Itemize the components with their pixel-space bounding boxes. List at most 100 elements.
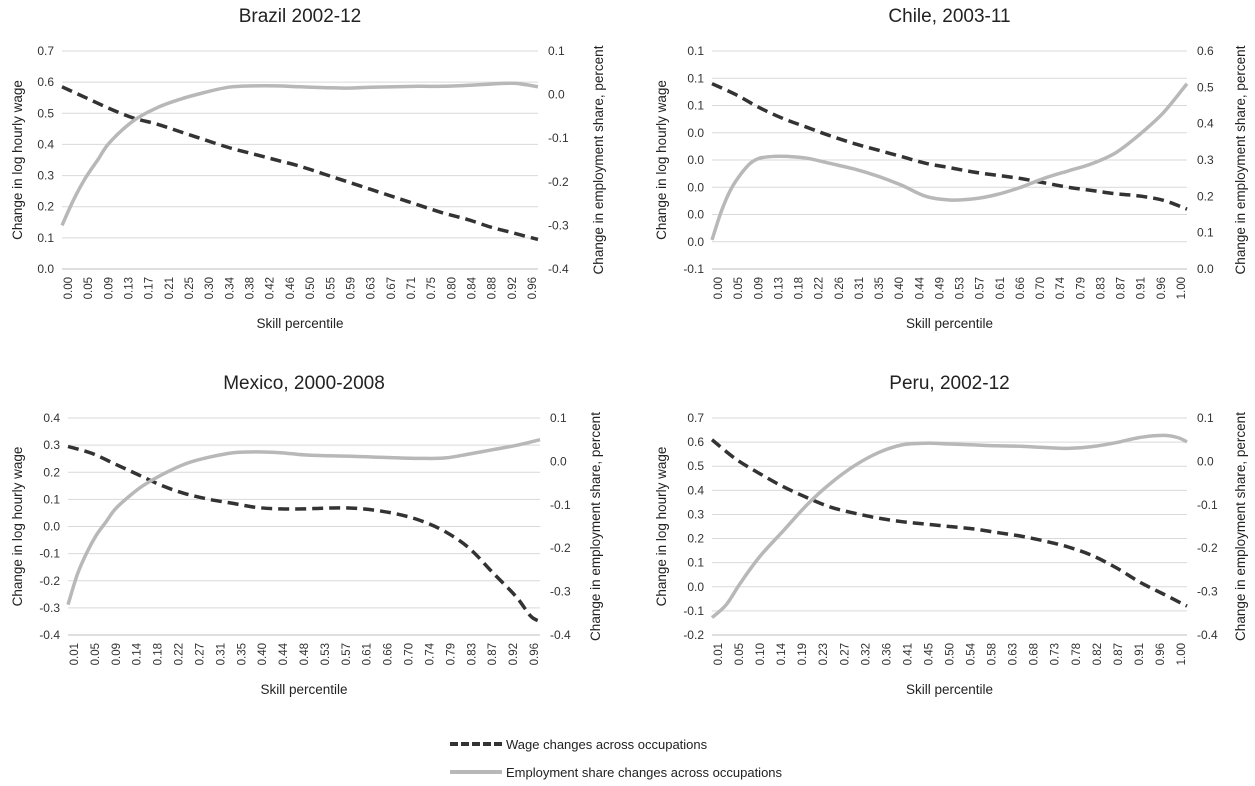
series-line-wage xyxy=(61,85,539,242)
x-tick-label: 0.71 xyxy=(406,277,418,299)
x-tick-label: 0.44 xyxy=(914,276,926,299)
x-tick-label: 0.14 xyxy=(132,642,144,665)
x-tick-label: 0.38 xyxy=(245,277,257,299)
x-tick-label: 0.44 xyxy=(278,642,290,665)
x-tick-label: 0.18 xyxy=(794,277,806,299)
x-tick-label: 0.87 xyxy=(487,643,499,665)
x-tick-label: 0.74 xyxy=(425,642,437,665)
y-tick-label: 0.0 xyxy=(687,180,704,194)
x-tick-label: 0.55 xyxy=(325,277,337,299)
x-tick-label: 0.35 xyxy=(236,643,248,665)
y2-tick-label: 0.1 xyxy=(1197,411,1214,425)
x-tick-label: 0.22 xyxy=(174,643,186,665)
x-tick-label: 0.41 xyxy=(902,643,914,665)
y2-tick-label: 0.0 xyxy=(548,88,565,102)
y-tick-label: 0.3 xyxy=(687,507,704,521)
y-tick-label: 0.2 xyxy=(37,200,54,214)
x-tick-label: 0.63 xyxy=(366,277,378,299)
series-line-employment xyxy=(710,433,1188,619)
y-tick-label: 0.2 xyxy=(43,465,60,479)
y2-tick-label: 0.4 xyxy=(1197,117,1214,131)
x-axis-label: Skill percentile xyxy=(260,682,347,697)
x-tick-label: 0.91 xyxy=(1134,643,1146,665)
y-tick-label: 0.0 xyxy=(37,262,54,276)
x-tick-label: 0.96 xyxy=(527,277,539,299)
y2-tick-label: -0.2 xyxy=(1197,541,1218,555)
x-tick-label: 0.87 xyxy=(1116,277,1128,299)
y2-tick-label: -0.2 xyxy=(550,541,571,555)
x-tick-label: 0.21 xyxy=(164,277,176,299)
chart-title: Chile, 2003-11 xyxy=(888,6,1010,27)
x-tick-label: 0.75 xyxy=(426,277,438,299)
x-tick-label: 0.54 xyxy=(966,642,978,665)
y2-tick-label: 0.1 xyxy=(548,44,565,58)
x-tick-label: 0.83 xyxy=(1096,277,1108,299)
y2-tick-label: -0.3 xyxy=(550,585,571,599)
x-tick-label: 0.00 xyxy=(713,277,725,299)
x-tick-label: 0.61 xyxy=(362,643,374,665)
y-tick-label: -0.2 xyxy=(683,628,704,642)
x-tick-label: 0.96 xyxy=(529,643,541,665)
legend: Wage changes across occupations Employme… xyxy=(450,730,870,786)
y-tick-label: 0.1 xyxy=(37,231,54,245)
x-tick-label: 0.05 xyxy=(734,643,746,665)
y2-tick-label: -0.1 xyxy=(1197,498,1218,512)
y-axis-label: Change in log hourly wage xyxy=(10,80,25,240)
legend-swatch-employment xyxy=(450,770,502,774)
y-tick-label: 0.0 xyxy=(687,208,704,222)
y2-tick-label: -0.1 xyxy=(550,498,571,512)
y-tick-label: 0.4 xyxy=(43,411,60,425)
x-tick-label: 0.19 xyxy=(797,643,809,665)
y-tick-label: 0.5 xyxy=(687,459,704,473)
x-tick-label: 0.67 xyxy=(386,277,398,299)
y-tick-label: 0.1 xyxy=(687,44,704,58)
x-tick-label: 0.26 xyxy=(834,277,846,299)
y-axis-label: Change in log hourly wage xyxy=(654,80,669,240)
x-tick-label: 0.18 xyxy=(153,643,165,665)
x-axis-label: Skill percentile xyxy=(256,316,343,331)
y2-tick-label: 0.0 xyxy=(1197,454,1214,468)
x-tick-label: 0.05 xyxy=(83,277,95,299)
x-tick-label: 0.80 xyxy=(446,277,458,299)
x-tick-label: 0.70 xyxy=(1035,277,1047,299)
x-tick-label: 0.34 xyxy=(224,276,236,299)
y2-tick-label: -0.3 xyxy=(548,218,569,232)
y-tick-label: 0.3 xyxy=(43,438,60,452)
x-tick-label: 0.96 xyxy=(1156,277,1168,299)
chart-title: Mexico, 2000-2008 xyxy=(223,373,385,394)
y-tick-label: 0.1 xyxy=(687,556,704,570)
x-tick-label: 0.58 xyxy=(987,643,999,665)
y2-tick-label: 0.0 xyxy=(550,454,567,468)
y-tick-label: 0.0 xyxy=(687,126,704,140)
x-tick-label: 0.09 xyxy=(103,277,115,299)
y2-axis-label: Change in employment share, percent xyxy=(591,45,606,274)
x-tick-label: 0.91 xyxy=(1136,277,1148,299)
x-tick-label: 0.05 xyxy=(733,277,745,299)
y-tick-label: 0.6 xyxy=(687,435,704,449)
y-tick-label: -0.1 xyxy=(683,604,704,618)
x-tick-label: 0.92 xyxy=(507,277,519,299)
x-tick-label: 0.53 xyxy=(955,277,967,299)
x-tick-label: 0.63 xyxy=(1008,643,1020,665)
y-axis-label: Change in log hourly wage xyxy=(654,447,669,607)
series-line-employment xyxy=(710,82,1189,241)
y-tick-label: 0.7 xyxy=(37,44,54,58)
x-tick-label: 0.30 xyxy=(204,277,216,299)
x-tick-label: 0.57 xyxy=(975,277,987,299)
y-tick-label: -0.1 xyxy=(39,547,60,561)
y-tick-label: 0.7 xyxy=(687,411,704,425)
x-tick-label: 0.17 xyxy=(144,277,156,299)
y-tick-label: 0.3 xyxy=(37,169,54,183)
x-tick-label: 0.27 xyxy=(839,643,851,665)
y-tick-label: 0.4 xyxy=(37,137,54,151)
chart-title: Brazil 2002-12 xyxy=(239,6,362,27)
y-tick-label: 0.1 xyxy=(687,71,704,85)
y2-tick-label: 0.6 xyxy=(1197,44,1214,58)
x-tick-label: 0.53 xyxy=(320,643,332,665)
series-line-employment xyxy=(66,437,541,606)
y2-tick-label: -0.2 xyxy=(548,175,569,189)
y2-tick-label: -0.4 xyxy=(548,262,569,276)
y2-tick-label: 0.5 xyxy=(1197,80,1214,94)
x-tick-label: 0.73 xyxy=(1050,643,1062,665)
